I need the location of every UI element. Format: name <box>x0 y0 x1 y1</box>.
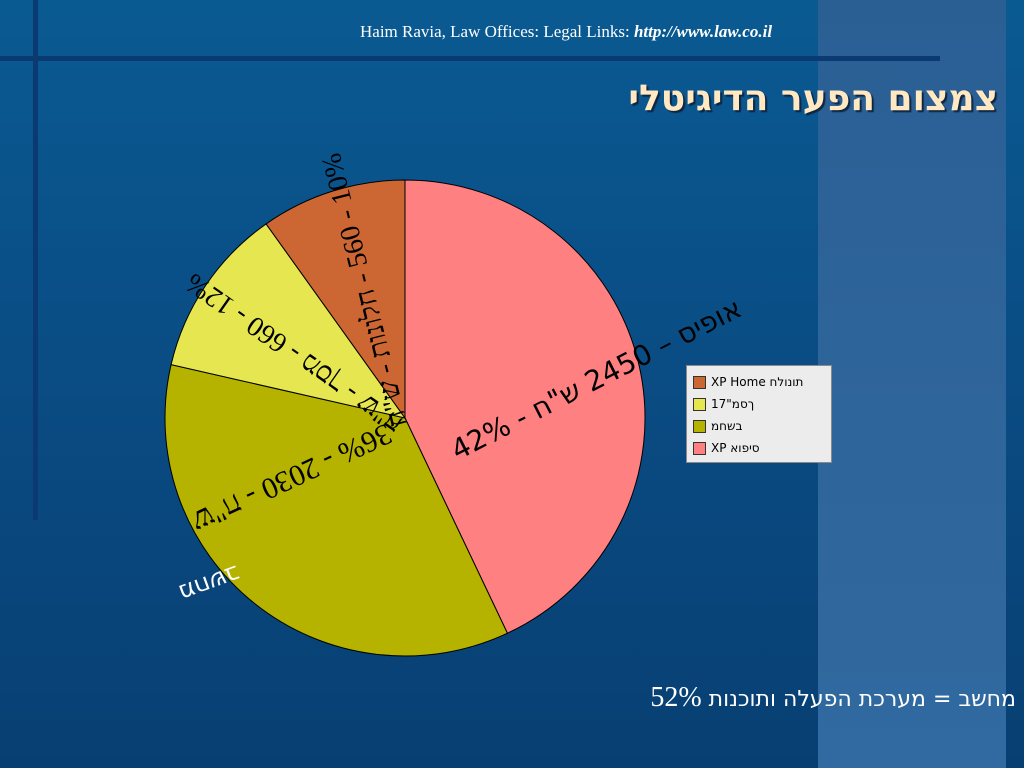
pie-slice-1 <box>164 364 509 657</box>
legend-swatch <box>693 397 706 411</box>
legend-label: תונולח XP Home <box>711 375 804 389</box>
header-url-link[interactable]: http://www.law.co.il <box>633 22 773 41</box>
legend-item: ךסמ"17 <box>693 393 825 415</box>
slide-title: צמצום הפער הדיגיטלי <box>628 78 998 119</box>
header-text: Haim Ravia, Law Offices: Legal Links: <box>360 22 634 41</box>
footer-text: מחשב = מערכת הפעלה ותוכנות <box>708 687 1016 712</box>
legend-swatch <box>693 441 706 455</box>
legend-item: סיפוא XP <box>693 437 825 459</box>
footer-caption: מחשב = מערכת הפעלה ותוכנות 52% <box>650 682 1016 714</box>
legend-label: בשחמ <box>711 419 743 433</box>
legend-label: סיפוא XP <box>711 441 760 455</box>
header-line: Haim Ravia, Law Offices: Legal Links: ht… <box>360 22 772 42</box>
legend-item: תונולח XP Home <box>693 371 825 393</box>
divider-horizontal <box>0 56 940 61</box>
divider-vertical <box>33 0 38 520</box>
legend-item: בשחמ <box>693 415 825 437</box>
footer-percent: 52% <box>650 682 702 713</box>
chart-legend: תונולח XP Home ךסמ"17 בשחמ סיפוא XP <box>686 365 832 463</box>
legend-swatch <box>693 375 706 389</box>
pie-slice-3 <box>265 179 406 420</box>
pie-slice-2 <box>170 223 407 419</box>
legend-swatch <box>693 419 706 433</box>
legend-label: ךסמ"17 <box>711 397 755 411</box>
right-panel <box>818 0 1006 768</box>
pie-slice-0 <box>404 179 646 634</box>
